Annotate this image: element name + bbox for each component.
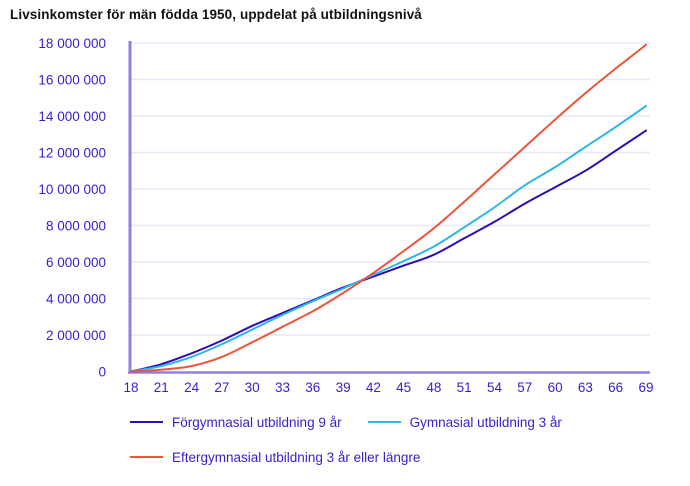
x-tick-label: 51: [457, 380, 472, 395]
chart-canvas: 0 2 000 000 4 000 000 6 000 000 8 000 000 10 …: [38, 36, 653, 395]
y-tick-label: 4 000 000: [46, 292, 106, 307]
x-tick-label: 39: [336, 380, 351, 395]
x-tick-label: 27: [214, 380, 229, 395]
x-tick-label: 45: [396, 380, 411, 395]
legend-swatch-eftergymnasial: [130, 456, 163, 458]
x-tick-label: 24: [184, 380, 200, 395]
x-tick-label: 63: [578, 380, 593, 395]
x-tick-label: 48: [426, 380, 441, 395]
x-tick-label: 57: [517, 380, 532, 395]
series-line-eftergymnasial: [130, 43, 647, 373]
legend-label-gymnasial: Gymnasial utbildning 3 år: [409, 414, 562, 430]
y-tick-label: 6 000 000: [46, 255, 106, 270]
x-tick-label: 54: [487, 380, 503, 395]
chart-title: Livsinkomster för män födda 1950, uppdel…: [10, 7, 422, 22]
x-tick-label: 66: [608, 380, 623, 395]
y-tick-label: 12 000 000: [38, 146, 106, 161]
y-tick-label: 0: [98, 365, 106, 380]
x-tick-label: 60: [548, 380, 563, 395]
legend-label-eftergymnasial: Eftergymnasial utbildning 3 år eller län…: [172, 449, 421, 465]
x-tick-label: 33: [275, 380, 290, 395]
y-tick-label: 10 000 000: [38, 182, 106, 197]
legend-swatch-gymnasial: [367, 421, 401, 423]
x-tick-label: 36: [305, 380, 320, 395]
legend-item-gymnasial: Gymnasial utbildning 3 år: [367, 412, 562, 432]
chart-legend: Förgymnasial utbildning 9 år Gymnasial ut…: [130, 412, 678, 467]
legend-item-forgymnasial: Förgymnasial utbildning 9 år: [130, 412, 342, 432]
y-tick-label: 16 000 000: [38, 73, 106, 88]
legend-item-eftergymnasial: Eftergymnasial utbildning 3 år eller län…: [130, 447, 420, 467]
y-tick-label: 18 000 000: [38, 36, 106, 51]
y-tick-label: 2 000 000: [46, 328, 106, 343]
legend-swatch-forgymnasial: [130, 421, 163, 423]
legend-label-forgymnasial: Förgymnasial utbildning 9 år: [172, 414, 342, 430]
x-tick-label: 42: [366, 380, 381, 395]
x-tick-label: 21: [154, 380, 169, 395]
y-tick-label: 14 000 000: [38, 109, 106, 124]
x-tick-label: 69: [638, 380, 653, 395]
y-tick-label: 8 000 000: [46, 219, 106, 234]
series-line-forgymnasial: [130, 129, 647, 373]
x-tick-label: 30: [245, 380, 260, 395]
x-tick-label: 18: [123, 380, 138, 395]
series-line-gymnasial: [130, 105, 647, 373]
